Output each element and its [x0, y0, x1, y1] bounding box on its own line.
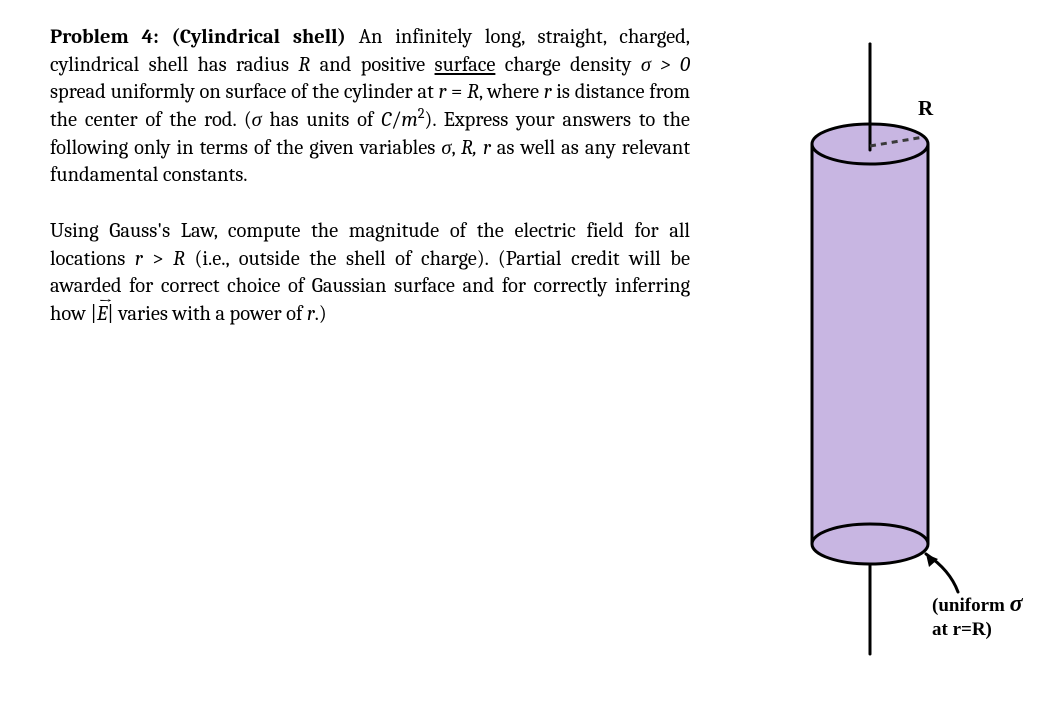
paragraph-2: Using Gauss's Law, compute the magnitude… [50, 218, 690, 329]
annotation-arrowhead-icon [926, 554, 938, 567]
problem-title: Problem 4: (Cylindrical shell) [50, 26, 346, 49]
radius-label: R [918, 96, 933, 121]
cylinder-body [812, 144, 928, 544]
vector-arrow-icon: → [99, 291, 113, 315]
paragraph-1: Problem 4: (Cylindrical shell) An infini… [50, 24, 690, 190]
cylinder-diagram [740, 34, 1040, 674]
problem-text: Problem 4: (Cylindrical shell) An infini… [50, 24, 690, 357]
sigma-annotation: (uniform σ at r=R) [932, 590, 1023, 642]
figure-container: R (uniform σ at r=R) [720, 24, 1028, 357]
